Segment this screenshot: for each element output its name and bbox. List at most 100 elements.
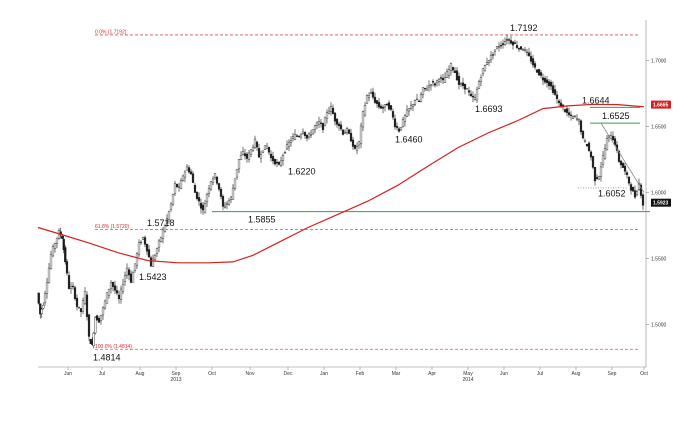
candle-body — [337, 123, 341, 127]
candle-body — [307, 133, 311, 138]
candle-body — [579, 120, 583, 133]
candle-body — [391, 111, 395, 118]
candle-body — [69, 286, 73, 289]
candle-body — [475, 89, 479, 101]
candle-body — [247, 152, 251, 160]
candle-body — [109, 282, 113, 289]
price-annotation: 1.6693 — [475, 104, 503, 114]
price-annotation: 1.6460 — [395, 135, 423, 145]
candle-body — [349, 132, 353, 142]
price-annotation: 1.6525 — [602, 111, 630, 121]
candle-body — [427, 85, 431, 88]
candle-body — [199, 202, 203, 209]
candle-body — [621, 163, 625, 168]
candle-body — [413, 100, 417, 105]
x-tick-label: Jul — [537, 371, 543, 377]
candle-body — [439, 77, 443, 79]
x-tick-label: Oct — [640, 371, 648, 377]
candle-body — [53, 243, 57, 249]
candle-body — [295, 135, 299, 137]
candle-body — [355, 146, 359, 151]
level-lines: 0.0% (1.7192) 61.8% (1.5720) 100.0% (1.481… — [95, 29, 650, 350]
candle-body — [175, 183, 179, 188]
candle-body — [583, 140, 587, 142]
candle-body — [505, 39, 509, 41]
candle-body — [591, 156, 595, 168]
candle-body — [185, 166, 189, 171]
candle-body — [119, 288, 123, 300]
candle-body — [55, 237, 59, 244]
candle-body — [251, 147, 255, 151]
candle-body — [261, 150, 265, 153]
candle-body — [639, 184, 643, 196]
candle-body — [155, 248, 159, 254]
candle-body — [83, 291, 87, 304]
candle-body — [159, 236, 163, 242]
candle-body — [575, 118, 579, 120]
candle-body — [549, 82, 553, 87]
candle-body — [627, 176, 631, 184]
candle-body — [79, 308, 83, 312]
candle-body — [75, 297, 79, 307]
candle-body — [263, 145, 267, 150]
candle-body — [351, 139, 355, 147]
candle-body — [149, 257, 153, 267]
candle-body — [64, 247, 67, 263]
candle-body — [245, 153, 249, 159]
candle-body — [315, 122, 319, 126]
candle-body — [271, 156, 275, 162]
candle-body — [517, 48, 521, 50]
candle-body — [143, 237, 147, 245]
y-tick-label: 1.6000 — [651, 191, 667, 197]
candle-body — [523, 49, 527, 51]
x-year-label: 2013 — [170, 377, 181, 383]
candle-body — [453, 70, 457, 74]
candle-body — [431, 81, 435, 83]
candle-body — [481, 68, 485, 75]
candle-body — [603, 148, 607, 159]
candle-body — [211, 178, 215, 183]
candle-body — [577, 119, 581, 122]
candle-body — [167, 211, 171, 221]
candle-body — [365, 95, 369, 104]
candle-body — [581, 130, 585, 139]
candle-body — [473, 97, 477, 100]
candle-body — [197, 197, 201, 202]
candle-body — [303, 131, 307, 136]
candle-body — [461, 82, 465, 86]
trend-line — [600, 122, 645, 193]
x-tick-label: Aug — [136, 371, 145, 377]
candle-body — [429, 84, 433, 86]
candle-body — [105, 292, 109, 304]
candle-body — [329, 106, 333, 112]
candle-body — [569, 114, 573, 116]
price-annotation: 1.6644 — [582, 95, 610, 105]
candle-body — [62, 239, 65, 250]
candle-body — [169, 203, 173, 211]
candle-body — [81, 300, 85, 312]
candle-body — [223, 205, 227, 208]
candle-body — [259, 154, 263, 159]
price-annotation: 1.5423 — [139, 272, 167, 282]
candle-body — [631, 186, 635, 192]
candle-body — [629, 184, 633, 191]
candle-body — [157, 240, 161, 248]
candle-body — [369, 92, 373, 94]
candle-body — [61, 236, 64, 239]
price-tag — [651, 100, 671, 109]
candle-body — [113, 285, 117, 291]
candle-body — [323, 117, 327, 127]
candle-body — [515, 45, 519, 48]
candle-body — [101, 307, 105, 316]
candle-body — [319, 122, 323, 124]
candle-body — [525, 51, 529, 53]
candle-body — [165, 218, 169, 224]
candle-body — [219, 189, 223, 197]
x-tick-label: Jun — [500, 371, 508, 377]
candle-body — [231, 187, 235, 200]
candle-body — [107, 288, 111, 296]
candle-body — [585, 144, 589, 147]
candle-body — [293, 134, 297, 140]
candle-body — [235, 169, 239, 178]
x-year-label: 2014 — [462, 377, 473, 383]
